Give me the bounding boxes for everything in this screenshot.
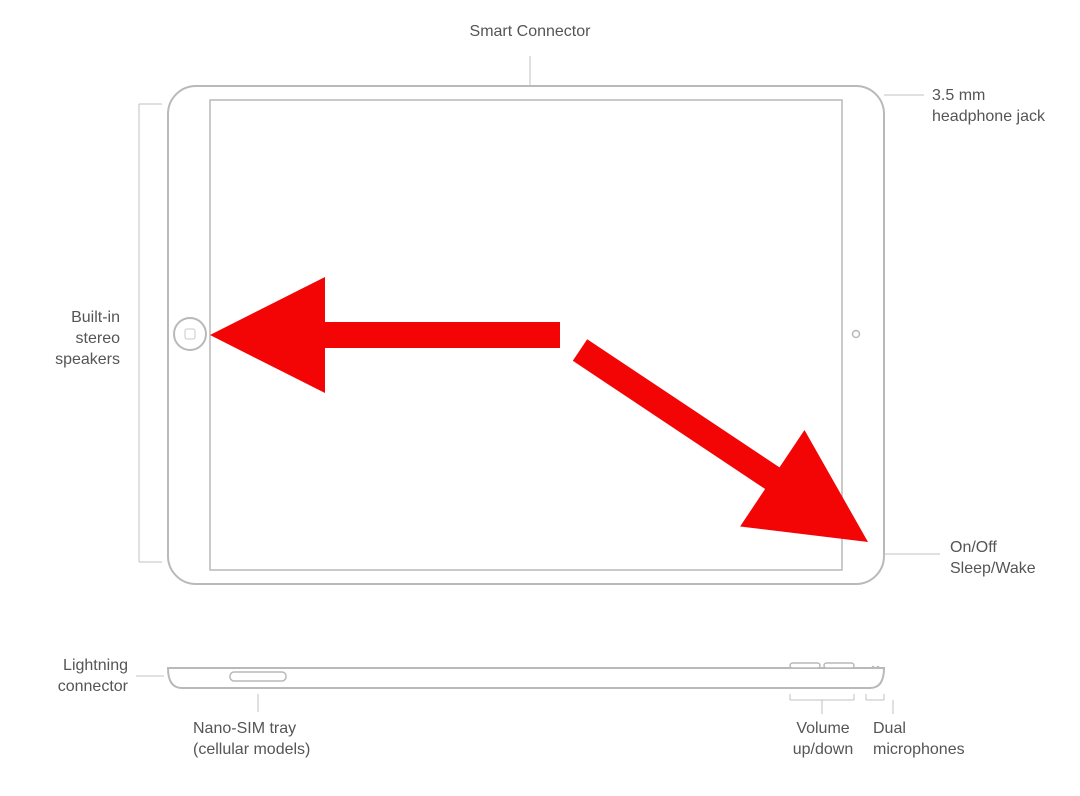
label-headphone-jack: 3.5 mm headphone jack xyxy=(932,86,1072,128)
volume-down-button xyxy=(824,663,854,668)
mic-dot-2 xyxy=(877,666,880,669)
label-volume-updown: Volume up/down xyxy=(773,719,873,761)
device-diagram xyxy=(0,0,1080,796)
label-onoff-sleepwake: On/Off Sleep/Wake xyxy=(950,538,1070,580)
label-nano-sim-tray: Nano-SIM tray (cellular models) xyxy=(193,719,373,761)
volume-up-button xyxy=(790,663,820,668)
home-button xyxy=(174,318,206,350)
mic-dot-1 xyxy=(872,666,875,669)
ipad-side-body xyxy=(168,668,884,688)
label-dual-microphones: Dual microphones xyxy=(873,719,993,761)
label-lightning-connector: Lightning connector xyxy=(20,656,128,698)
label-stereo-speakers: Built-in stereo speakers xyxy=(10,308,120,370)
label-smart-connector: Smart Connector xyxy=(430,22,630,43)
